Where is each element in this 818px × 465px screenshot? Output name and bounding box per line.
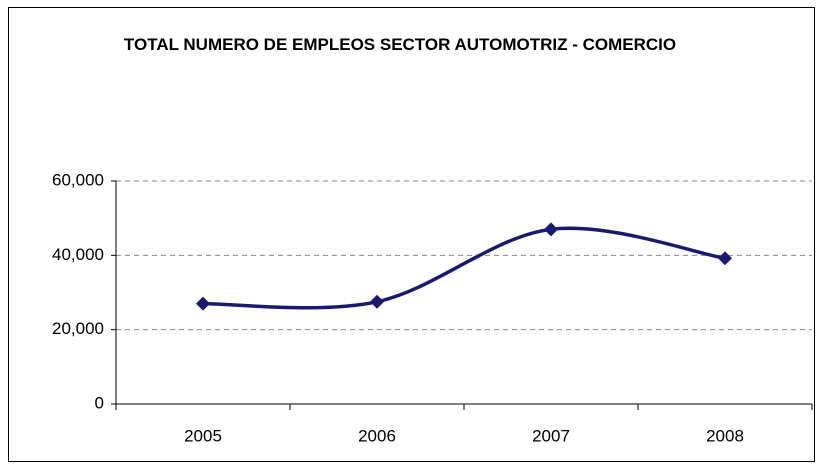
series-line [202,226,726,310]
point-marker [544,222,558,237]
y-tick-label: 40,000 [52,245,104,264]
point-marker [196,296,210,311]
x-tick-label: 2005 [184,426,222,445]
point-marker [370,294,384,309]
x-tick-label: 2008 [706,426,744,445]
y-tick-label: 20,000 [52,319,104,338]
point-marker [718,251,732,266]
y-tick-label: 0 [95,393,104,412]
y-tick-label: 60,000 [52,170,104,189]
x-tick-label: 2006 [358,426,396,445]
x-tick-label: 2007 [532,426,570,445]
chart-border [8,7,815,462]
chart-title: TOTAL NUMERO DE EMPLEOS SECTOR AUTOMOTRI… [123,35,677,54]
